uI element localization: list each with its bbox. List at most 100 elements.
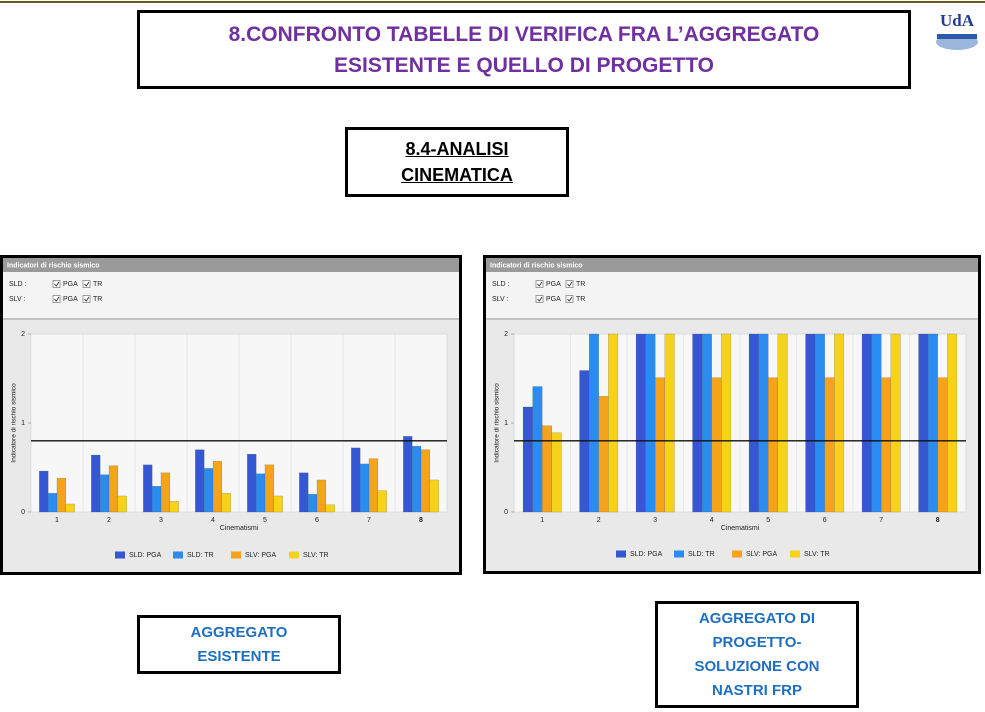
options-area (486, 272, 978, 318)
checkbox-label: PGA (546, 281, 561, 288)
caption-line: PROGETTO- (712, 633, 802, 651)
title-line: 8.CONFRONTO TABELLE DI VERIFICA FRA L’AG… (228, 22, 820, 46)
caption-line: NASTRI FRP (712, 681, 802, 699)
checkbox[interactable] (52, 295, 61, 303)
chart: Indicatori di rischio sismico SLD : PGA TR S… (486, 258, 978, 571)
legend-label: SLV: PGA (746, 551, 777, 558)
legend-swatch (790, 550, 800, 558)
bar (360, 463, 370, 513)
bar (608, 333, 619, 513)
x-tick-label: 8 (419, 517, 423, 524)
section-box: 8.4-ANALISI CINEMATICA (345, 127, 569, 197)
checkbox[interactable] (565, 280, 574, 288)
bar (412, 446, 422, 513)
bar (947, 333, 958, 513)
x-tick-label: 6 (315, 517, 319, 524)
caption-line: SOLUZIONE CON (694, 657, 820, 675)
bar (48, 493, 58, 513)
legend-swatch (231, 551, 241, 559)
bar (368, 458, 378, 513)
bar (805, 333, 816, 513)
checkbox-label: PGA (63, 281, 78, 288)
panel-header (486, 258, 978, 272)
legend-label: SLD: PGA (630, 551, 663, 558)
caption-line: ESISTENTE (197, 647, 281, 665)
x-tick-label: 5 (263, 517, 267, 524)
bar (768, 377, 778, 513)
legend-swatch (616, 550, 626, 558)
caption-line: AGGREGATO DI (698, 609, 816, 627)
checkbox[interactable] (535, 295, 544, 303)
bar (522, 406, 533, 513)
legend-label: SLD: TR (688, 551, 715, 558)
bar (247, 454, 257, 513)
x-tick-label: 2 (597, 517, 601, 524)
bar (748, 333, 759, 513)
bar (937, 377, 948, 513)
bar (692, 333, 703, 513)
bar (532, 386, 543, 513)
legend-swatch (173, 551, 183, 559)
bar (256, 473, 266, 513)
checkbox[interactable] (82, 280, 91, 288)
legend-swatch (115, 551, 125, 559)
bar (325, 504, 335, 513)
bar (589, 333, 599, 513)
bar (871, 333, 882, 513)
bar (881, 377, 891, 513)
legend-label: SLD: TR (187, 552, 214, 559)
bar (645, 333, 656, 513)
panel-title: Indicatori di rischio sismico (7, 262, 100, 269)
title-box: 8.CONFRONTO TABELLE DI VERIFICA FRA L’AG… (137, 10, 911, 89)
checkbox[interactable] (82, 295, 91, 303)
bar (890, 333, 901, 513)
y-tick-label: 0 (21, 509, 25, 516)
checkbox-label: TR (576, 281, 585, 288)
options-area (3, 272, 459, 318)
y-tick-label: 1 (504, 420, 508, 427)
y-tick-label: 2 (21, 331, 25, 338)
checkbox-check (54, 296, 60, 302)
legend-label: SLV: TR (303, 552, 329, 559)
legend-label: SLD: PGA (129, 552, 162, 559)
x-axis-label: Cinematismi (721, 525, 760, 532)
x-tick-label: 4 (211, 517, 215, 524)
checkbox-check (54, 281, 60, 287)
bar (100, 474, 110, 513)
panel-title: Indicatori di rischio sismico (490, 262, 583, 269)
y-tick-label: 1 (21, 420, 25, 427)
checkbox[interactable] (535, 280, 544, 288)
bar (928, 333, 938, 513)
bar (834, 333, 845, 513)
section-line: CINEMATICA (401, 165, 513, 185)
x-tick-label: 7 (879, 517, 883, 524)
checkbox-label: PGA (546, 296, 561, 303)
bar (308, 494, 318, 513)
bar (264, 464, 274, 513)
logo-text: UdA (940, 11, 975, 30)
bar (655, 377, 665, 513)
bar (204, 468, 214, 513)
x-tick-label: 6 (823, 517, 827, 524)
chart: Indicatori di rischio sismico SLD : PGA TR S… (3, 258, 459, 572)
checkbox-label: PGA (63, 296, 78, 303)
checkbox-label: TR (576, 296, 585, 303)
bar (824, 377, 835, 513)
checkbox[interactable] (52, 280, 61, 288)
x-tick-label: 4 (710, 517, 714, 524)
y-axis-label: Indicatore di rischio sismico (494, 383, 501, 463)
checkbox[interactable] (565, 295, 574, 303)
caption-box: AGGREGATO ESISTENTE (137, 615, 341, 674)
checkbox-label: TR (93, 296, 102, 303)
checkbox-check (567, 296, 573, 302)
bar (65, 503, 75, 513)
bar (56, 478, 66, 513)
bar (918, 333, 929, 513)
bar (777, 333, 788, 513)
checkbox-row-label: SLV : (9, 296, 26, 303)
x-axis-label: Cinematismi (220, 525, 259, 532)
checkbox-row-label: SLV : (492, 296, 509, 303)
bar (664, 333, 675, 513)
bar (429, 479, 439, 513)
